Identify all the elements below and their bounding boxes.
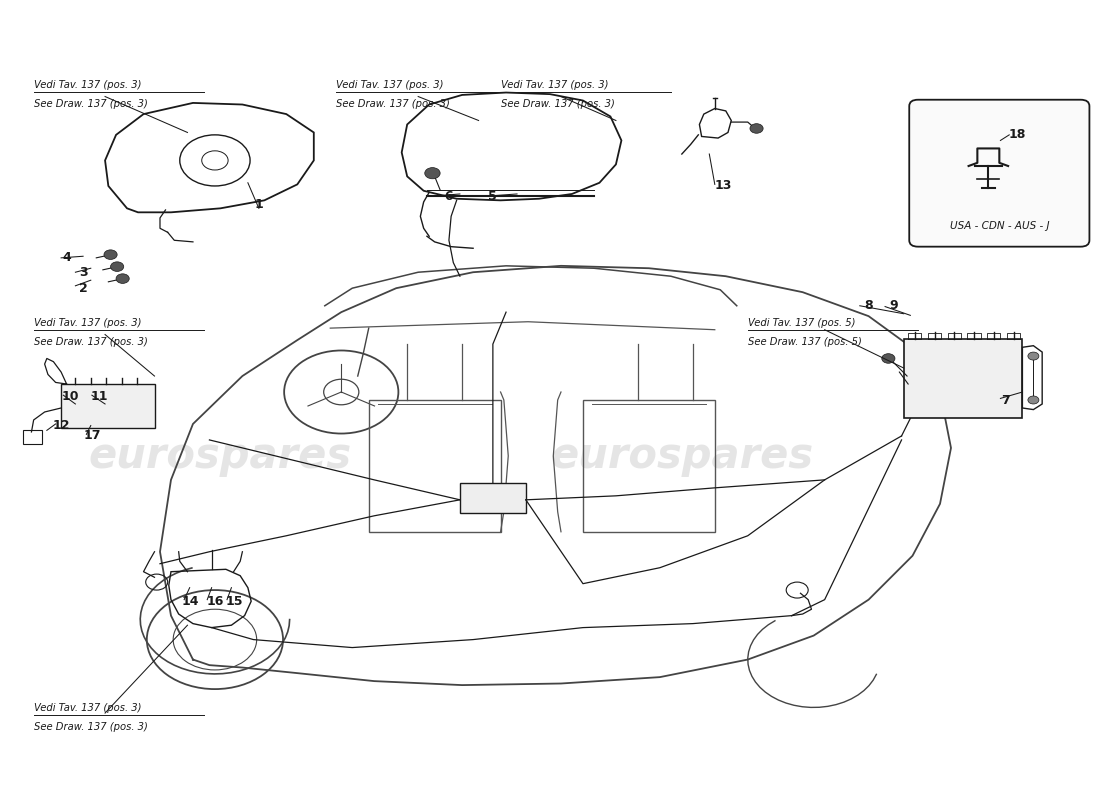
Text: 8: 8 xyxy=(865,299,873,312)
Text: See Draw. 137 (pos. 3): See Draw. 137 (pos. 3) xyxy=(34,722,147,732)
Text: 11: 11 xyxy=(91,390,108,402)
Circle shape xyxy=(750,124,763,134)
Text: 14: 14 xyxy=(182,594,199,608)
Bar xyxy=(460,483,526,514)
Text: USA - CDN - AUS - J: USA - CDN - AUS - J xyxy=(949,221,1049,230)
Text: 1: 1 xyxy=(254,198,263,211)
Text: See Draw. 137 (pos. 5): See Draw. 137 (pos. 5) xyxy=(748,338,861,347)
Text: Vedi Tav. 137 (pos. 3): Vedi Tav. 137 (pos. 3) xyxy=(34,703,141,713)
Text: 16: 16 xyxy=(206,594,223,608)
Text: 2: 2 xyxy=(79,282,88,294)
Circle shape xyxy=(111,262,123,271)
Circle shape xyxy=(1027,352,1038,360)
Text: 6: 6 xyxy=(444,190,453,203)
Text: Vedi Tav. 137 (pos. 3): Vedi Tav. 137 (pos. 3) xyxy=(336,80,443,90)
Bar xyxy=(904,339,1022,418)
Text: Vedi Tav. 137 (pos. 5): Vedi Tav. 137 (pos. 5) xyxy=(748,318,856,328)
Text: 17: 17 xyxy=(84,430,100,442)
Circle shape xyxy=(1027,396,1038,404)
Text: 18: 18 xyxy=(1009,127,1025,141)
Text: See Draw. 137 (pos. 3): See Draw. 137 (pos. 3) xyxy=(34,99,147,110)
Bar xyxy=(23,430,43,444)
Circle shape xyxy=(425,168,440,178)
Text: 7: 7 xyxy=(1001,394,1010,406)
Text: 15: 15 xyxy=(226,594,243,608)
Text: 13: 13 xyxy=(715,179,733,193)
Circle shape xyxy=(116,274,129,283)
Text: 12: 12 xyxy=(53,419,70,432)
Text: eurospares: eurospares xyxy=(89,435,352,477)
Text: See Draw. 137 (pos. 3): See Draw. 137 (pos. 3) xyxy=(34,338,147,347)
Text: 9: 9 xyxy=(890,299,899,312)
Circle shape xyxy=(882,354,895,363)
Text: 5: 5 xyxy=(488,190,497,203)
Text: eurospares: eurospares xyxy=(550,435,813,477)
Text: Vedi Tav. 137 (pos. 3): Vedi Tav. 137 (pos. 3) xyxy=(34,80,141,90)
FancyBboxPatch shape xyxy=(910,100,1089,246)
Text: 4: 4 xyxy=(63,251,72,264)
Text: 10: 10 xyxy=(62,390,79,402)
Text: See Draw. 137 (pos. 3): See Draw. 137 (pos. 3) xyxy=(336,99,450,110)
Circle shape xyxy=(104,250,117,259)
Text: Vedi Tav. 137 (pos. 3): Vedi Tav. 137 (pos. 3) xyxy=(34,318,141,328)
Bar xyxy=(62,384,154,428)
Text: See Draw. 137 (pos. 3): See Draw. 137 (pos. 3) xyxy=(500,99,615,110)
Text: Vedi Tav. 137 (pos. 3): Vedi Tav. 137 (pos. 3) xyxy=(500,80,608,90)
Text: 3: 3 xyxy=(79,266,87,278)
